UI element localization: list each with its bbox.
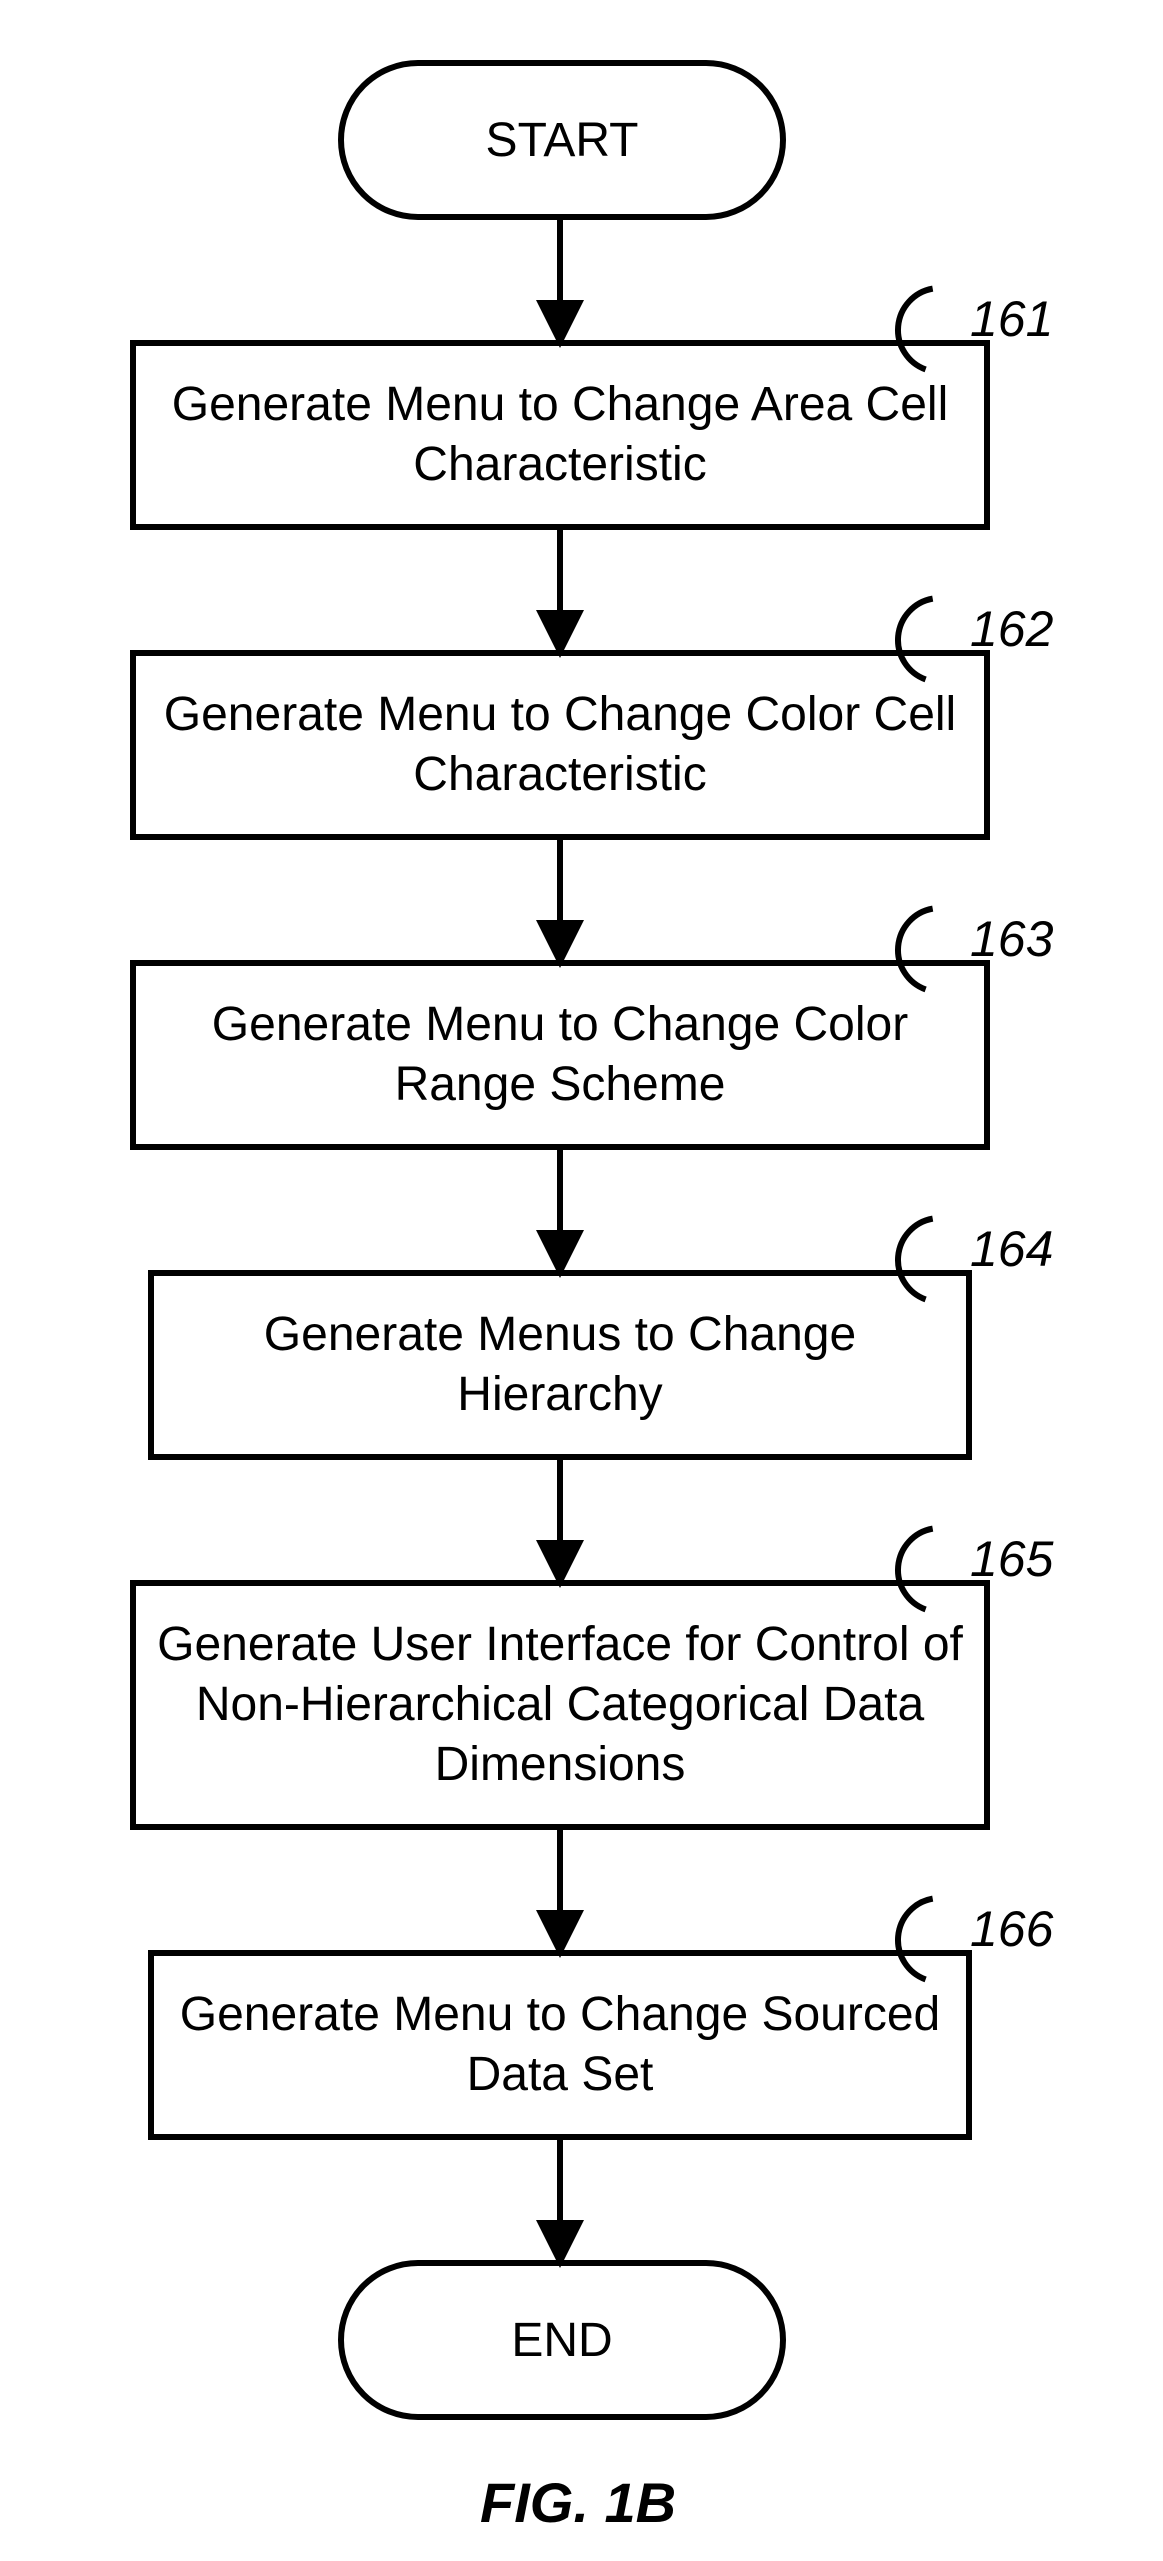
step-164-label: Generate Menus to Change Hierarchy bbox=[174, 1305, 946, 1425]
step-166-label: Generate Menu to Change Sourced Data Set bbox=[174, 1985, 946, 2105]
figure-caption: FIG. 1B bbox=[480, 2470, 676, 2535]
flowchart-step-161: Generate Menu to Change Area Cell Charac… bbox=[130, 340, 990, 530]
flowchart-step-162: Generate Menu to Change Color Cell Chara… bbox=[130, 650, 990, 840]
flowchart-end: END bbox=[338, 2260, 786, 2420]
flowchart-step-165: Generate User Interface for Control of N… bbox=[130, 1580, 990, 1830]
flowchart-step-164: Generate Menus to Change Hierarchy bbox=[148, 1270, 972, 1460]
step-163-label: Generate Menu to Change Color Range Sche… bbox=[156, 995, 964, 1115]
step-161-label: Generate Menu to Change Area Cell Charac… bbox=[156, 375, 964, 495]
flowchart-step-163: Generate Menu to Change Color Range Sche… bbox=[130, 960, 990, 1150]
flowchart-start: START bbox=[338, 60, 786, 220]
ref-label-163: 163 bbox=[970, 910, 1053, 968]
end-label: END bbox=[511, 2313, 612, 2368]
ref-label-164: 164 bbox=[970, 1220, 1053, 1278]
step-165-label: Generate User Interface for Control of N… bbox=[156, 1615, 964, 1795]
ref-label-166: 166 bbox=[970, 1900, 1053, 1958]
ref-label-165: 165 bbox=[970, 1530, 1053, 1588]
ref-label-161: 161 bbox=[970, 290, 1053, 348]
ref-label-162: 162 bbox=[970, 600, 1053, 658]
flowchart-step-166: Generate Menu to Change Sourced Data Set bbox=[148, 1950, 972, 2140]
step-162-label: Generate Menu to Change Color Cell Chara… bbox=[156, 685, 964, 805]
start-label: START bbox=[486, 113, 639, 168]
